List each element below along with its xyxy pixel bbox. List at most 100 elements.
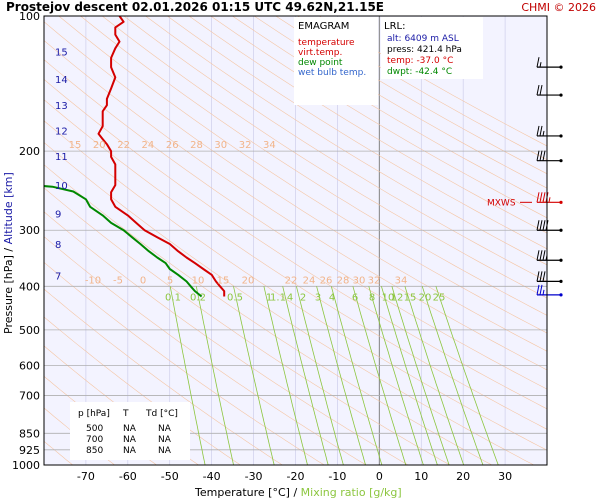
altitude-tick-label: 7 (55, 271, 61, 282)
mixing-ratio-label: 22 (285, 275, 298, 286)
y-tick-label: 1000 (12, 459, 40, 472)
table-cell: NA (158, 435, 172, 445)
mixing-ratio-line (233, 286, 275, 465)
table-cell: NA (158, 446, 172, 456)
mixing-ratio-label: 0.5 (227, 292, 243, 303)
wind-barb-half-feather (542, 130, 545, 137)
mixing-ratio-line (195, 286, 234, 465)
mixing-ratio-label: 1 (266, 292, 272, 303)
mixing-ratio-label: 15 (404, 292, 417, 303)
mixing-ratio-label: 20 (419, 292, 432, 303)
x-axis-title: Temperature [°C] / Mixing ratio [g/kg] (194, 486, 402, 499)
wind-barb-feather (536, 192, 540, 203)
wind-barb-dot (559, 228, 563, 232)
mixing-ratio-label: 5 (167, 275, 173, 286)
wind-barb-feather (536, 57, 540, 68)
mixing-ratio-label: 1.1 (270, 292, 286, 303)
x-tick-label: 30 (498, 470, 512, 483)
mixing-ratio-line (282, 286, 329, 465)
legend-background (294, 17, 378, 105)
wind-barb-feather (542, 220, 546, 231)
series-line-temperature (97, 16, 226, 297)
wind-barb-feather (536, 125, 540, 137)
dry-adiabat-line (44, 59, 547, 390)
mixing-ratio-label: 26 (320, 275, 333, 286)
mixing-ratio-label: 20 (242, 275, 255, 286)
wind-barb-half-feather (539, 62, 542, 68)
mixing-ratio-label: 24 (142, 140, 155, 151)
y-tick-label: 925 (19, 444, 40, 457)
y-axis-title-altitude: Altitude [km] (2, 172, 15, 244)
mixing-ratio-line (435, 286, 499, 465)
wind-barb-dot (559, 200, 563, 204)
mixing-ratio-label: -5 (113, 275, 123, 286)
x-tick-label: -70 (77, 470, 95, 483)
dry-adiabat-line (44, 40, 547, 371)
x-tick-label: 10 (414, 470, 428, 483)
x-tick-label: -40 (203, 470, 221, 483)
series-line-dew-point (44, 185, 203, 298)
mixing-ratio-label: 2 (300, 292, 306, 303)
x-tick-label: -20 (287, 470, 305, 483)
wind-barb-feather (536, 84, 540, 96)
legend-item-dew-point: dew point (298, 58, 343, 68)
mixing-ratio-label: 0 (140, 275, 146, 286)
mixing-ratio-label: 0.2 (190, 292, 206, 303)
wind-barb-feather (536, 220, 540, 231)
wind-barb-dot (559, 279, 563, 283)
lrl-dewpoint: dwpt: -42.4 °C (387, 67, 452, 77)
mixing-ratio-label: 30 (214, 140, 227, 151)
mixing-ratio-label: 15 (69, 140, 82, 151)
dry-adiabat-line (58, 16, 547, 334)
credit-text: CHMI © 2026 (521, 1, 596, 14)
wind-barb-feather (536, 271, 540, 282)
mixing-ratio-line (169, 286, 206, 465)
x-tick-label: -60 (119, 470, 137, 483)
mixing-ratio-label: 28 (190, 140, 203, 151)
altitude-tick-label: 9 (55, 209, 61, 220)
wind-barb-feather (539, 125, 543, 137)
mixing-ratio-label: 32 (368, 275, 381, 286)
wind-barbs (520, 57, 563, 297)
lrl-pressure: press: 421.4 hPa (387, 45, 462, 55)
dry-adiabat-line (232, 16, 547, 204)
dry-adiabat-line (167, 16, 547, 250)
table-header-td: Td [°C] (145, 409, 178, 419)
table-cell: NA (123, 446, 137, 456)
altitude-tick-label: 13 (55, 101, 68, 112)
y-tick-label: 600 (19, 359, 40, 372)
mixing-ratio-label: 34 (263, 140, 276, 151)
wind-barb-feather (539, 84, 543, 96)
x-axis-title-separator: / (290, 486, 301, 499)
wind-barb-feather (539, 220, 543, 231)
dry-adiabat-line (188, 16, 547, 234)
y-tick-label: 200 (19, 145, 40, 158)
wind-barb-dot (559, 159, 563, 163)
y-tick-label: 850 (19, 427, 40, 440)
mixing-ratio-label: 0.1 (165, 292, 181, 303)
wind-barb-half-feather (548, 197, 551, 203)
table-cell: NA (123, 435, 137, 445)
lrl-altitude: alt: 6409 m ASL (387, 34, 459, 44)
dry-adiabat-line (44, 21, 547, 352)
mixing-ratio-label: 24 (303, 275, 316, 286)
mixing-ratio-label: -10 (85, 275, 101, 286)
table-cell: NA (158, 424, 172, 434)
altitude-tick-label: 12 (55, 127, 68, 138)
mxws-label: MXWS (487, 198, 516, 208)
mixing-ratio-label: 30 (353, 275, 366, 286)
altitude-tick-label: 8 (55, 240, 61, 251)
x-axis-title-mixing: Mixing ratio [g/kg] (301, 486, 402, 499)
sounding-series (44, 16, 226, 298)
y-axis-title-pressure: Pressure [hPa] (2, 255, 15, 334)
y-tick-label: 500 (19, 324, 40, 337)
x-tick-label: 0 (376, 470, 383, 483)
mixing-ratio-label: 10 (382, 292, 395, 303)
mixing-ratio-label: 8 (369, 292, 375, 303)
dry-adiabat-line (44, 79, 547, 410)
wind-barb-feather (539, 192, 543, 203)
wind-barb-half-feather (542, 289, 545, 296)
table-cell: 850 (86, 446, 103, 456)
mixing-ratio-label: 4 (287, 292, 293, 303)
